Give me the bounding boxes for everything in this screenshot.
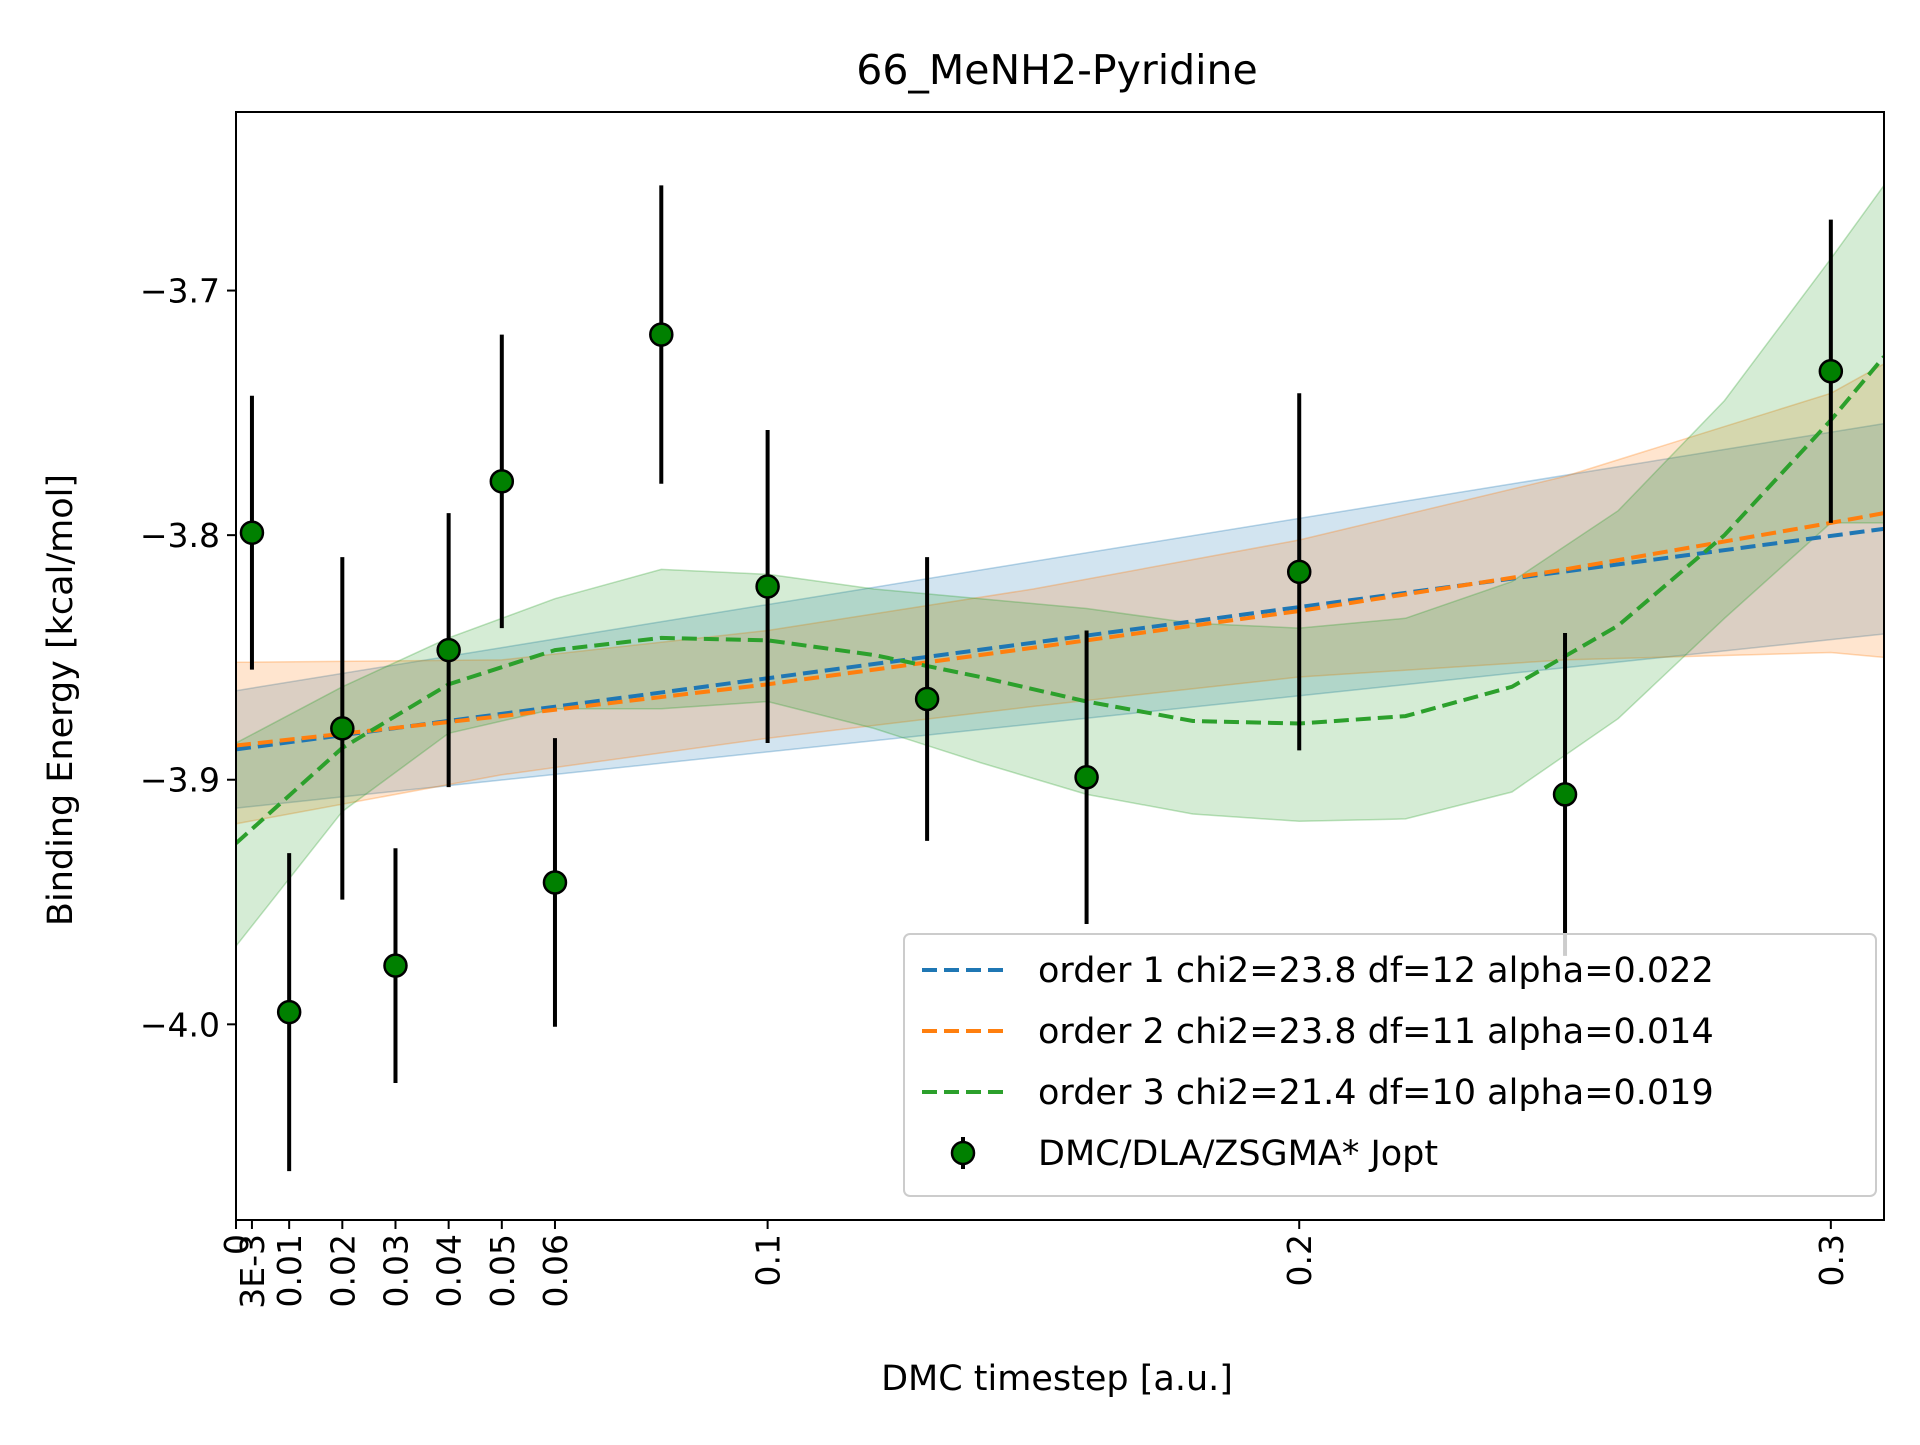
x-tick-label-10: 0.2 (1280, 1234, 1319, 1286)
data-point-3 (330, 716, 355, 741)
x-tick-label-1: 0 (217, 1234, 256, 1255)
data-point-6 (489, 469, 515, 494)
x-tick-label-5: 0.03 (377, 1234, 416, 1307)
confidence-band-3 (236, 184, 1884, 948)
x-tick-label-2: 3E-3 (233, 1234, 272, 1309)
y-tick-label-1: −3.7 (140, 272, 220, 311)
data-point-10 (914, 686, 940, 712)
y-tick-label-2: −3.8 (140, 516, 220, 555)
x-tick-label-3: 0.01 (270, 1234, 309, 1307)
plot-area (236, 184, 1884, 1172)
plot-frame (235, 111, 1885, 1221)
y-tick-label-4: −4.0 (140, 1005, 220, 1044)
data-point-5 (436, 637, 461, 663)
fit-line-1 (236, 526, 1884, 752)
x-tick-label-8: 0.06 (536, 1234, 575, 1307)
x-axis-label: DMC timestep [a.u.] (881, 1359, 1233, 1399)
legend-label-1: order 1 chi2=23.8 df=12 alpha=0.022 (1038, 951, 1714, 991)
confidence-band-1 (236, 422, 1884, 809)
x-tick-label-4: 0.02 (323, 1234, 362, 1307)
data-point-1 (239, 520, 265, 545)
y-tick-label-3: −3.9 (140, 761, 220, 800)
data-point-13 (1552, 782, 1578, 807)
legend-label-3: order 3 chi2=21.4 df=10 alpha=0.019 (1038, 1073, 1714, 1113)
x-tick-label-6: 0.04 (430, 1234, 469, 1307)
x-tick-label-7: 0.05 (483, 1234, 522, 1307)
data-point-2 (276, 999, 302, 1025)
legend-label-2: order 2 chi2=23.8 df=11 alpha=0.014 (1038, 1012, 1714, 1052)
data-point-9 (755, 574, 780, 599)
y-axis-label: Binding Energy [kcal/mol] (41, 474, 81, 926)
data-point-7 (542, 870, 568, 895)
data-point-4 (383, 953, 408, 978)
x-tick-label-9: 0.1 (749, 1234, 788, 1286)
axes: 03E-30.01 0.02 0.03 0.04 0.05 0.06 0.1 0.2 0.3 −3… (140, 111, 1885, 1309)
legend-box (903, 933, 1877, 1197)
chart-title: 66_MeNH2-Pyridine (856, 46, 1258, 94)
legend: order 1 chi2=23.8 df=12 alpha=0.022 order… (903, 933, 1877, 1197)
data-point-11 (1074, 765, 1099, 790)
legend-point-marker (950, 1140, 976, 1166)
data-point-14 (1818, 359, 1844, 384)
fit-line-2 (236, 511, 1884, 748)
x-tick-label-11: 0.3 (1812, 1234, 1851, 1286)
legend-label-points: DMC/DLA/ZSGMA* Jopt (1038, 1134, 1438, 1174)
plot-clipped-group (236, 184, 1884, 1172)
data-point-12 (1286, 559, 1312, 585)
data-point-8 (649, 322, 674, 347)
confidence-band-2 (236, 363, 1884, 825)
